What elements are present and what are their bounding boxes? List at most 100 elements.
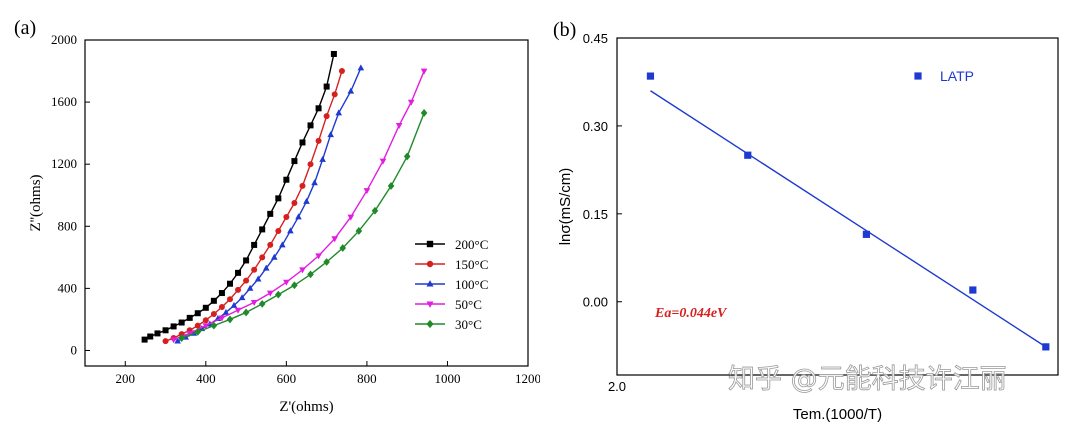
annotation-ea: Ea=0.044eV [654,306,728,321]
x-axis-label: Tem.(1000/T) [793,406,882,423]
data-point [251,241,258,248]
y-tick-label: 800 [58,218,78,233]
data-point [291,281,298,290]
data-point [646,72,655,80]
data-point [226,296,233,303]
data-point [226,315,234,324]
data-point [283,176,290,183]
data-point [371,206,379,215]
x-tick-label: 1200 [515,371,540,386]
data-point [178,319,185,326]
data-point [339,244,347,252]
data-point [210,310,217,317]
data-point [862,230,870,238]
data-point [315,105,322,112]
data-point [259,226,266,233]
data-point [235,286,242,293]
x-tick-label: 600 [277,371,297,386]
data-point [283,279,290,286]
data-point [355,227,363,235]
legend-label: LATP [940,68,974,84]
data-point [242,308,250,317]
data-point [420,109,428,117]
data-point [258,300,266,308]
data-point [250,299,258,306]
data-point [403,152,411,161]
data-point [235,269,242,276]
y-tick-label: 2000 [51,32,77,47]
legend-marker [914,72,922,80]
data-point [407,99,415,106]
data-point [287,227,294,234]
y-tick-label: 0.15 [583,207,608,222]
series-line [181,112,425,339]
series-4 [178,109,428,342]
data-point [323,83,330,90]
data-point [387,182,395,190]
impedance-chart: (a) 200 400 600 800 1000 1200 0 400 800 1200 1600 20… [14,17,540,415]
data-point [295,213,302,220]
data-point [315,137,322,144]
legend-label: 100°C [455,277,488,292]
data-point [234,307,242,314]
data-point [969,286,977,294]
y-axis-label: Z''(ohms) [28,174,44,231]
data-point [202,323,210,330]
data-point [315,253,322,260]
data-point [186,314,193,321]
data-point [279,241,286,248]
data-point [162,338,169,345]
data-point [162,327,169,334]
plot-frame [616,37,1059,376]
legend-label: 50°C [455,297,482,312]
data-point [323,258,330,266]
data-point [230,301,238,308]
data-point [299,267,306,274]
legend-label: 30°C [455,317,482,332]
data-point [226,280,233,287]
x-tick-label: 200 [116,371,136,386]
x-tick-label: 400 [196,371,216,386]
y-axis-label: lnσ(mS/cm) [557,168,574,246]
y-tick-label: 400 [58,280,78,295]
data-point [174,337,181,344]
plot-frame [84,39,529,367]
data-point [170,323,177,330]
legend-label: 200°C [455,237,488,252]
legend-marker [426,319,434,329]
series-0 [646,72,1050,351]
data-point [311,179,318,186]
data-point [327,131,334,138]
data-point [347,214,355,221]
data-point [259,254,266,261]
watermark-text: 知乎 @元能科技许江丽 [728,364,1007,395]
data-point [194,327,202,336]
data-point [307,122,314,129]
data-point [154,330,161,337]
legend-marker [426,301,434,308]
y-tick-label: 0 [71,342,78,357]
legend-marker [426,280,434,287]
data-point [147,333,154,340]
x-axis-label: Z'(ohms) [279,399,333,415]
data-point [178,334,185,342]
data-point [170,337,177,344]
data-point [363,188,371,195]
panel-label: (b) [553,19,576,41]
data-point [218,315,226,322]
y-tick-label: 0.30 [583,119,608,134]
data-point [270,253,278,260]
data-point [307,270,314,279]
x-tick-label: 1000 [434,371,460,386]
data-point [1042,343,1050,351]
data-point [243,277,250,284]
data-point [420,68,428,75]
series-3 [170,68,428,344]
data-point [266,290,274,297]
y-tick-label: 1200 [51,156,77,171]
data-point [275,227,282,234]
data-point [379,158,387,165]
x-tick-label: 800 [357,371,377,386]
data-point [347,87,355,94]
